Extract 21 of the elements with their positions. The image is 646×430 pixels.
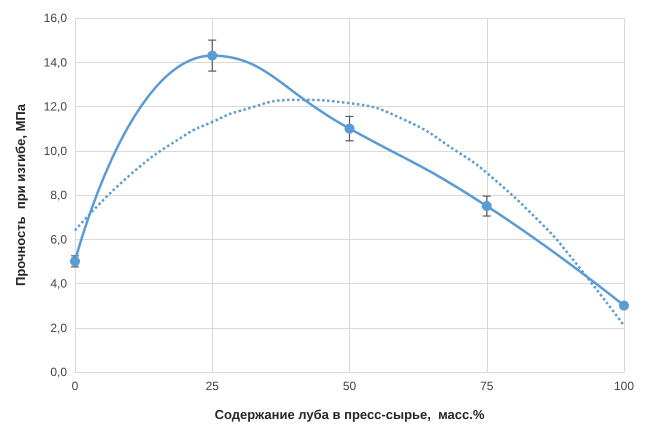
y-tick-label: 6,0 xyxy=(50,232,68,246)
x-tick-label: 100 xyxy=(614,379,634,393)
y-tick-label: 8,0 xyxy=(50,188,68,202)
point xyxy=(482,201,492,212)
y-tick-label: 12,0 xyxy=(44,100,68,114)
point xyxy=(344,124,354,134)
y-tick-label: 2,0 xyxy=(50,320,68,335)
point xyxy=(619,300,629,311)
x-tick-label: 25 xyxy=(206,379,220,393)
point xyxy=(207,50,218,61)
y-tick-label: 4,0 xyxy=(50,276,68,290)
y-tick-label: 16,0 xyxy=(44,11,68,25)
x-tick-label: 0 xyxy=(72,379,79,393)
y-axis-title: Прочность при изгибе, МПа xyxy=(13,103,28,286)
y-tick-label: 0,0 xyxy=(50,365,68,379)
y-tick-label: 10,0 xyxy=(44,144,68,158)
y-tick-label: 14,0 xyxy=(44,55,68,70)
x-tick-label: 50 xyxy=(342,379,356,393)
x-axis-title: Содержание луба в пресс-сырье, масс.% xyxy=(214,407,485,422)
point xyxy=(70,256,80,266)
x-tick-label: 75 xyxy=(480,379,494,393)
